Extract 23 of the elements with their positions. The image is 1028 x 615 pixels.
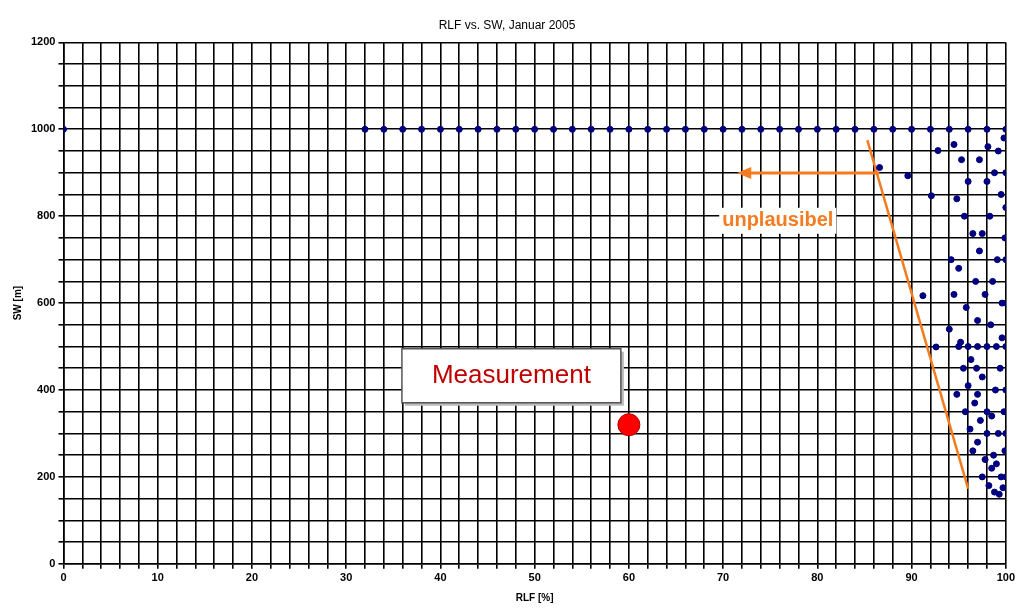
x-tick-label: 0 [60, 571, 67, 584]
y-tick-label: 600 [37, 296, 56, 309]
y-tick-label: 200 [37, 469, 56, 482]
y-tick-label: 1200 [30, 35, 56, 48]
x-tick-label: 100 [996, 571, 1015, 584]
chart-title: RLF vs. SW, Januar 2005 [438, 17, 576, 32]
x-tick-label: 60 [622, 571, 636, 584]
x-axis-title: RLF [%] [515, 591, 554, 603]
x-tick-label: 90 [905, 571, 918, 584]
annotation: unplausibel [722, 208, 834, 231]
y-tick-label: 0 [49, 556, 56, 569]
series-label: Measurement [431, 358, 592, 389]
x-tick-label: 50 [528, 571, 541, 584]
x-tick-label: 30 [340, 571, 353, 584]
x-tick-label: 10 [151, 571, 164, 584]
y-tick-label: 1000 [30, 122, 56, 135]
y-tick-label: 400 [37, 383, 56, 396]
y-axis-title: SW [m] [11, 285, 23, 321]
x-tick-label: 80 [811, 571, 824, 584]
x-tick-label: 20 [245, 571, 259, 584]
x-tick-label: 40 [434, 571, 447, 584]
y-tick-label: 800 [37, 209, 56, 222]
x-tick-label: 70 [716, 571, 730, 584]
